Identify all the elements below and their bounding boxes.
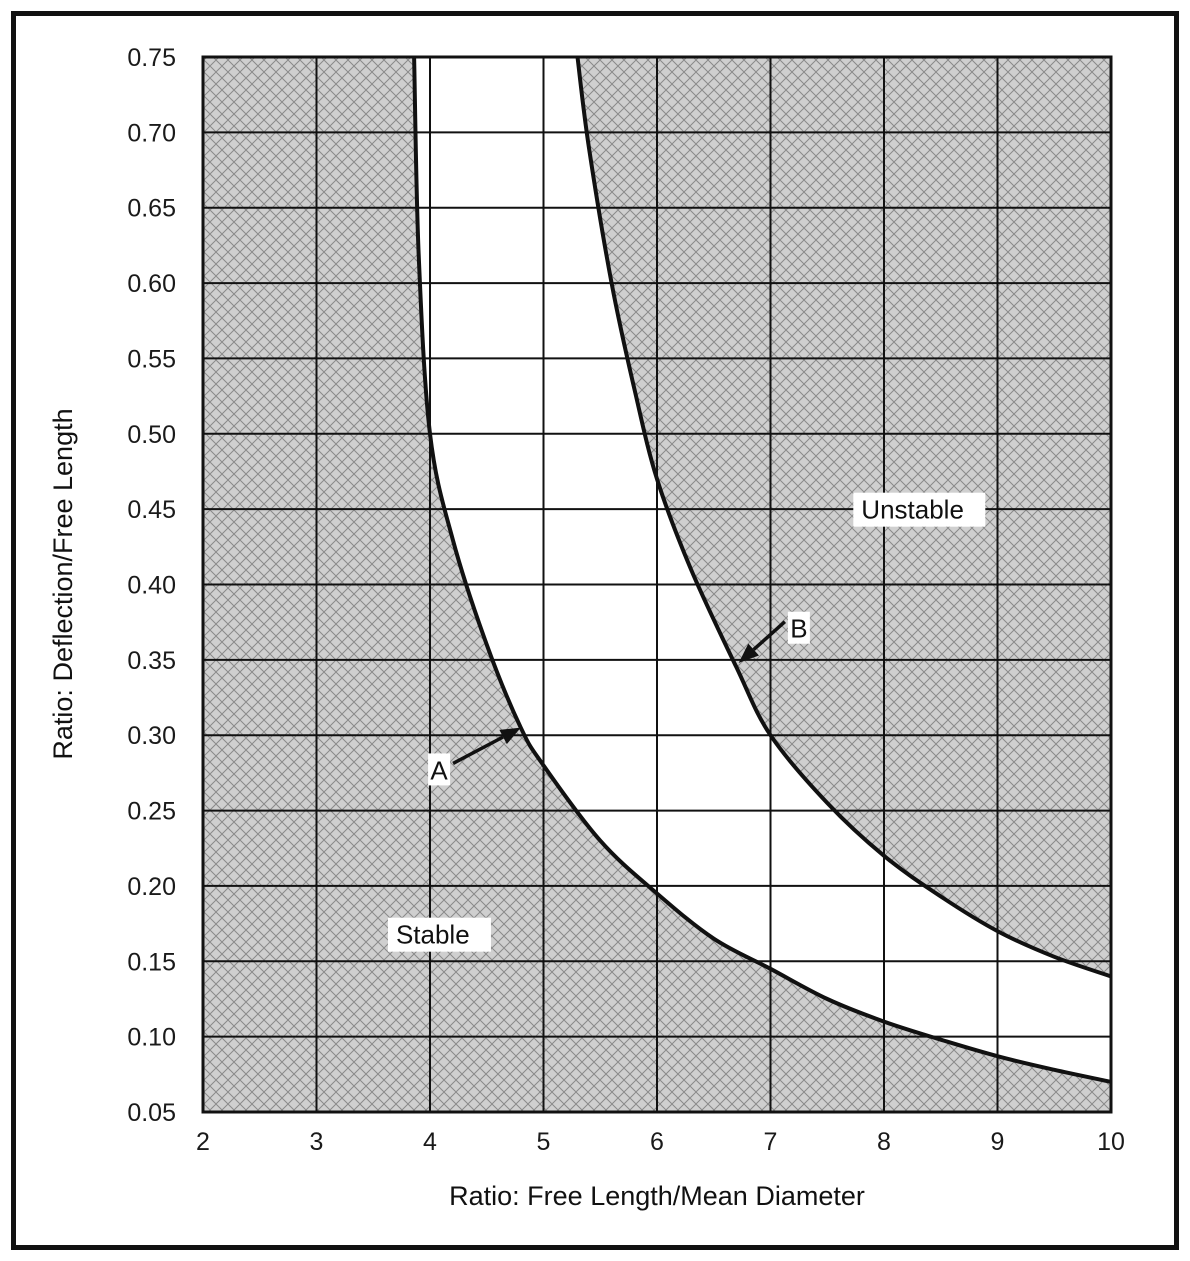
arrow-b-head	[738, 643, 759, 663]
label-bg-b	[787, 611, 810, 644]
x-tick-label-8: 8	[877, 1128, 891, 1156]
label-bg-unstable	[853, 492, 986, 527]
x-tick-label-10: 10	[1097, 1128, 1125, 1156]
y-tick-label-0.20: 0.20	[127, 873, 176, 901]
y-axis-title: Ratio: Deflection/Free Length	[48, 408, 78, 759]
y-tick-label-0.25: 0.25	[127, 798, 176, 826]
annotations: Unstable Stable A B	[387, 492, 986, 952]
arrow-a-head	[499, 727, 521, 745]
unstable-region-fill	[577, 57, 1111, 977]
y-tick-label-0.10: 0.10	[127, 1024, 176, 1052]
grid-lines	[202, 56, 1112, 1113]
y-tick-labels: 0.05 0.10 0.15 0.20 0.25 0.30 0.35 0.40 0.45 0.50…	[127, 44, 176, 1127]
label-a: A	[430, 755, 448, 785]
x-tick-label-9: 9	[991, 1128, 1005, 1156]
curves	[412, 56, 1112, 1084]
curve-a	[412, 56, 1112, 1084]
plot-border	[201, 55, 1113, 1114]
y-tick-label-0.70: 0.70	[127, 119, 176, 147]
x-axis-title: Ratio: Free Length/Mean Diameter	[449, 1181, 865, 1211]
y-tick-label-0.35: 0.35	[127, 647, 176, 675]
label-bg-stable	[387, 917, 491, 952]
y-tick-label-0.60: 0.60	[127, 270, 176, 298]
y-tick-label-0.40: 0.40	[127, 572, 176, 600]
y-tick-label-0.55: 0.55	[127, 345, 176, 373]
y-tick-label-0.30: 0.30	[127, 722, 176, 750]
x-tick-label-5: 5	[537, 1128, 551, 1156]
x-tick-label-3: 3	[310, 1128, 324, 1156]
label-b: B	[790, 614, 807, 644]
label-bg-a	[428, 753, 451, 786]
x-tick-label-7: 7	[764, 1128, 778, 1156]
y-tick-label-0.45: 0.45	[127, 496, 176, 524]
y-tick-label-0.75: 0.75	[127, 44, 176, 72]
label-unstable: Unstable	[861, 495, 964, 525]
y-tick-label-0.15: 0.15	[127, 948, 176, 976]
y-tick-label-0.65: 0.65	[127, 195, 176, 223]
x-tick-label-4: 4	[423, 1128, 437, 1156]
curve-b	[575, 56, 1112, 979]
y-tick-label-0.50: 0.50	[127, 421, 176, 449]
y-tick-label-0.05: 0.05	[127, 1099, 176, 1127]
label-stable: Stable	[396, 920, 470, 950]
x-tick-labels: 2 3 4 5 6 7 8 9 10	[196, 1128, 1125, 1156]
x-tick-label-2: 2	[196, 1128, 210, 1156]
x-tick-label-6: 6	[650, 1128, 664, 1156]
arrow-b-shaft	[752, 620, 787, 651]
arrow-a-shaft	[452, 735, 504, 765]
